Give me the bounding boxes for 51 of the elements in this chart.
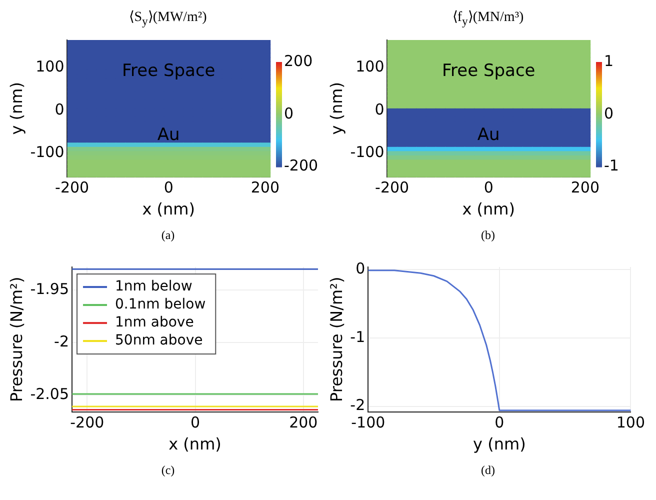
- x-axis-title: x (nm): [142, 200, 196, 219]
- legend-label: 50nm above: [115, 332, 203, 349]
- x-tick-label: 0: [164, 178, 174, 197]
- color-bar-label: 1: [604, 52, 614, 70]
- y-axis-title: Pressure (N/m²): [6, 276, 26, 402]
- x-axis-title: y (nm): [473, 434, 526, 454]
- color-bar-label: 0: [604, 104, 614, 122]
- y-axis-title: y (nm): [6, 82, 26, 135]
- annotation: Free Space: [122, 61, 216, 82]
- legend-label: 1nm above: [115, 314, 194, 331]
- y-tick-label: 0: [54, 100, 64, 118]
- chart-title: ⟨S$_{y}$⟩(MW/m²): [129, 9, 207, 28]
- y-axis-title: y (nm): [326, 82, 346, 135]
- annotation: Au: [477, 124, 500, 145]
- x-tick-label: -200: [70, 414, 104, 432]
- y-tick-label: 0: [374, 100, 384, 118]
- x-axis-title: x (nm): [168, 434, 222, 454]
- y-tick-label: 100: [356, 58, 384, 76]
- annotation: Au: [157, 124, 180, 145]
- x-tick-label: 200: [250, 178, 280, 197]
- color-bar-label: -1: [604, 156, 619, 175]
- x-tick-label: 0: [494, 414, 504, 432]
- y-tick-label: -1.95: [30, 280, 70, 298]
- y-tick-label: -1: [350, 328, 366, 346]
- x-tick-label: -200: [55, 178, 90, 197]
- y-tick-label: 100: [36, 58, 64, 76]
- x-tick-label: 100: [616, 414, 646, 432]
- x-tick-label: 200: [289, 414, 318, 432]
- legend-label: 1nm below: [115, 278, 192, 295]
- legend-label: 0.1nm below: [115, 296, 206, 313]
- x-tick-label: 0: [190, 414, 200, 432]
- y-tick-label: -2.05: [30, 384, 70, 403]
- text: (b): [481, 228, 495, 243]
- y-tick-label: -2: [350, 396, 366, 414]
- text: (a): [161, 228, 175, 243]
- color-bar-label: 200: [284, 52, 313, 70]
- x-tick-label: 200: [570, 178, 600, 197]
- text: (c): [161, 463, 175, 478]
- color-bar-label: -200: [284, 156, 318, 175]
- color-bar-label: 0: [284, 104, 294, 122]
- y-tick-label: -100: [30, 143, 64, 162]
- chart-title: ⟨f$_{y}$⟩(MN/m³): [452, 9, 524, 28]
- y-tick-label: -2: [54, 332, 70, 350]
- text: (d): [481, 463, 495, 478]
- y-axis-title: Pressure (N/m²): [326, 276, 346, 402]
- y-tick-label: 0: [356, 260, 366, 278]
- annotation: Free Space: [442, 61, 536, 82]
- x-tick-label: -200: [375, 178, 410, 197]
- y-tick-label: -100: [350, 143, 384, 162]
- x-tick-label: 0: [484, 178, 494, 197]
- x-axis-title: x (nm): [462, 200, 516, 219]
